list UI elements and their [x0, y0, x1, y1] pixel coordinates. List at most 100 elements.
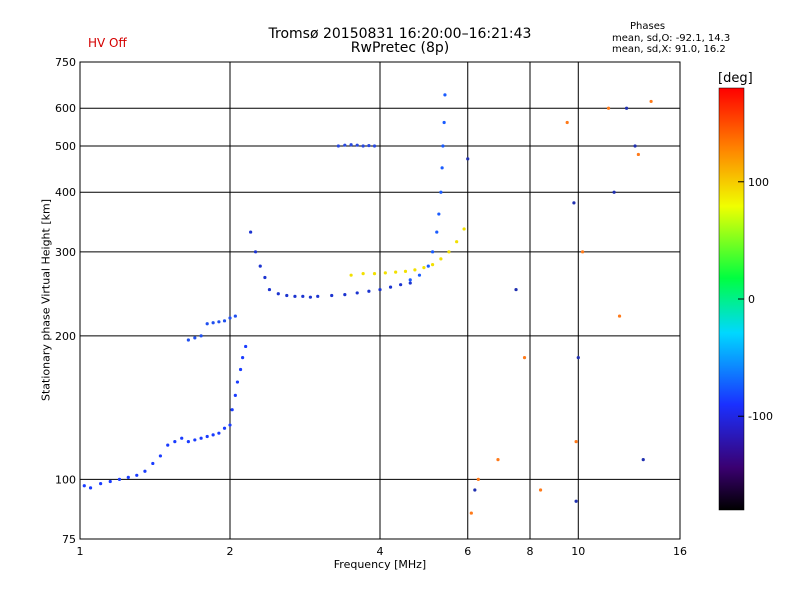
- y-tick-label: 100: [55, 473, 76, 486]
- data-point: [199, 436, 203, 440]
- data-point: [217, 431, 221, 435]
- data-point: [276, 292, 280, 296]
- data-point: [403, 269, 408, 273]
- y-tick-label: 500: [55, 140, 76, 153]
- data-point: [222, 426, 227, 430]
- data-point: [435, 230, 439, 234]
- data-point: [199, 334, 203, 338]
- data-point: [636, 152, 640, 157]
- data-point: [430, 263, 435, 267]
- data-point: [443, 93, 447, 97]
- plot-frame: [79, 61, 681, 540]
- x-tick-label: 4: [377, 545, 384, 558]
- data-point: [308, 295, 313, 299]
- y-tick-label: 600: [55, 102, 76, 115]
- data-point: [222, 319, 227, 323]
- data-point: [117, 477, 122, 482]
- data-point: [606, 106, 611, 110]
- data-point: [238, 367, 243, 372]
- data-point: [473, 488, 477, 492]
- data-point: [441, 144, 445, 148]
- data-point: [244, 344, 248, 349]
- data-point: [301, 294, 305, 298]
- data-point: [439, 190, 443, 194]
- chart-title-line1: Tromsø 20150831 16:20:00–16:21:43: [268, 26, 532, 42]
- data-point: [211, 321, 215, 325]
- data-point: [228, 423, 232, 427]
- data-point: [316, 294, 320, 298]
- data-point: [228, 316, 232, 320]
- colorbar-unit-label: [deg]: [718, 71, 753, 86]
- y-tick-label: 400: [55, 186, 76, 199]
- data-point: [408, 281, 412, 285]
- data-point: [263, 275, 267, 280]
- data-point: [383, 271, 387, 275]
- x-tick-label: 1: [77, 545, 84, 558]
- data-point: [388, 285, 393, 289]
- data-point: [430, 250, 435, 254]
- data-point: [330, 293, 334, 298]
- data-point: [574, 499, 578, 503]
- phases-x-mode-stats: mean, sd,X: 91.0, 16.2: [612, 44, 726, 55]
- chart-title-line2: RwPretec (8p): [350, 40, 450, 56]
- y-tick-label: 750: [55, 56, 76, 69]
- data-point: [235, 380, 240, 384]
- data-point: [572, 201, 576, 205]
- data-point: [258, 264, 262, 268]
- data-point: [151, 461, 155, 466]
- colorbar-tick-label: 100: [748, 176, 769, 189]
- data-point: [336, 144, 340, 148]
- data-point: [437, 212, 441, 216]
- data-point: [99, 481, 103, 486]
- x-tick-label: 2: [227, 545, 234, 558]
- data-point: [211, 433, 215, 437]
- hv-status-label: HV Off: [88, 36, 127, 50]
- data-point: [580, 250, 585, 254]
- y-tick-label: 200: [55, 330, 76, 343]
- data-point: [355, 143, 359, 147]
- data-point: [426, 264, 430, 268]
- data-point: [399, 283, 403, 287]
- data-point: [249, 230, 253, 234]
- data-point: [538, 488, 543, 492]
- data-point: [440, 166, 444, 170]
- x-tick-label: 8: [527, 545, 534, 558]
- data-point: [349, 273, 353, 277]
- data-point: [193, 336, 197, 340]
- data-point: [367, 289, 371, 293]
- data-point: [158, 454, 163, 458]
- data-point: [241, 356, 245, 360]
- data-point: [293, 294, 297, 298]
- x-tick-label: 6: [464, 545, 471, 558]
- data-point: [355, 291, 359, 295]
- data-point: [349, 143, 353, 147]
- data-point: [565, 120, 569, 125]
- data-point: [455, 240, 459, 244]
- colorbar-tick-label: 0: [748, 293, 755, 306]
- data-point: [180, 436, 184, 440]
- data-point: [361, 144, 365, 148]
- data-point: [143, 469, 147, 473]
- data-point: [217, 320, 221, 324]
- data-point: [612, 190, 616, 194]
- data-point: [230, 408, 234, 412]
- data-point: [476, 477, 480, 482]
- data-point: [343, 143, 347, 147]
- data-point: [193, 438, 197, 442]
- x-tick-label: 16: [673, 545, 687, 558]
- data-point: [394, 270, 398, 274]
- data-point: [186, 338, 190, 342]
- y-tick-label: 75: [62, 533, 76, 546]
- data-point: [173, 440, 177, 444]
- data-point: [633, 144, 637, 148]
- data-point: [82, 484, 86, 488]
- y-tick-label: 300: [55, 246, 76, 259]
- data-point: [233, 393, 237, 398]
- data-point: [574, 440, 578, 444]
- data-point: [413, 268, 417, 272]
- x-axis-label: Frequency [MHz]: [333, 558, 427, 571]
- phases-title: Phases: [630, 21, 666, 32]
- data-point: [417, 273, 422, 277]
- data-point: [372, 144, 377, 148]
